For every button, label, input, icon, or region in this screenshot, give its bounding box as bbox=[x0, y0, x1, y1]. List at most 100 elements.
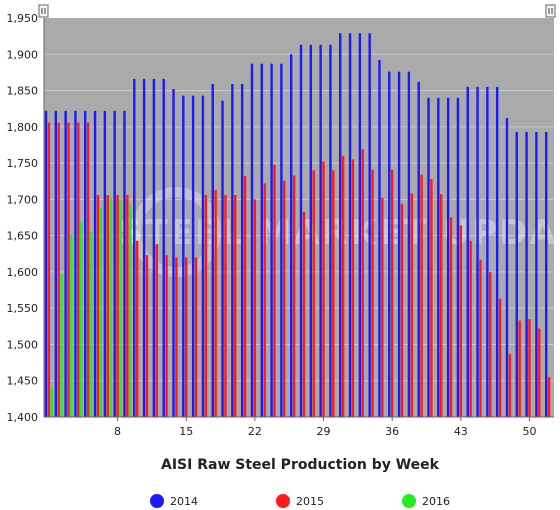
bar-2014-week-4 bbox=[74, 110, 77, 417]
plot-area bbox=[44, 18, 554, 417]
bar-2015-week-27 bbox=[302, 211, 306, 417]
bar-2014-week-35 bbox=[378, 60, 381, 418]
range-handle-right[interactable] bbox=[545, 4, 556, 18]
x-tick-label: 36 bbox=[385, 425, 399, 438]
bar-2016-week-9 bbox=[129, 204, 132, 417]
bar-2016-week-1 bbox=[50, 387, 54, 417]
range-handle-left[interactable] bbox=[38, 4, 49, 18]
bar-2015-week-2 bbox=[57, 122, 60, 417]
bar-2014-week-37 bbox=[397, 71, 401, 417]
bar-2015-week-16 bbox=[194, 257, 198, 417]
bar-2014-week-1 bbox=[44, 110, 48, 417]
y-tick-label: 1,900 bbox=[7, 48, 39, 61]
bar-2015-week-10 bbox=[135, 240, 139, 417]
bar-2015-week-11 bbox=[145, 255, 149, 417]
bar-2015-week-13 bbox=[165, 255, 168, 417]
bar-2015-week-49 bbox=[518, 320, 521, 417]
bar-2016-week-5 bbox=[89, 231, 93, 417]
y-tick-label: 1,950 bbox=[7, 12, 39, 25]
x-tick-label: 50 bbox=[522, 425, 536, 438]
bar-2014-week-21 bbox=[240, 84, 244, 418]
y-tick-label: 1,600 bbox=[7, 266, 39, 279]
bar-2015-week-43 bbox=[459, 225, 463, 417]
bar-2015-week-36 bbox=[390, 169, 394, 417]
bar-2015-week-42 bbox=[449, 217, 453, 417]
bar-2015-week-12 bbox=[155, 244, 158, 417]
y-tick-label: 1,700 bbox=[7, 193, 39, 206]
legend-swatch-2014[interactable] bbox=[150, 494, 164, 508]
bar-2015-week-15 bbox=[185, 257, 188, 417]
bar-2015-week-8 bbox=[116, 195, 119, 417]
bar-2015-week-47 bbox=[498, 298, 502, 417]
y-tick-label: 1,800 bbox=[7, 121, 39, 134]
x-tick-label: 29 bbox=[317, 425, 331, 438]
bar-2014-week-25 bbox=[280, 63, 283, 417]
legend-swatch-2015[interactable] bbox=[276, 494, 290, 508]
bar-2015-week-51 bbox=[538, 328, 541, 417]
x-tick-label: 8 bbox=[114, 425, 121, 438]
bar-2014-week-45 bbox=[476, 86, 479, 417]
bar-2014-week-22 bbox=[250, 63, 254, 417]
bar-2015-week-18 bbox=[214, 189, 217, 417]
bar-2014-week-18 bbox=[211, 84, 214, 418]
bar-2014-week-11 bbox=[142, 78, 146, 418]
bar-2016-week-6 bbox=[99, 207, 103, 417]
bar-2015-week-45 bbox=[479, 259, 482, 417]
bar-2014-week-47 bbox=[495, 86, 499, 417]
y-tick-label: 1,850 bbox=[7, 85, 39, 98]
bar-2014-week-38 bbox=[407, 71, 411, 417]
bar-2014-week-48 bbox=[505, 118, 509, 417]
bar-2015-week-35 bbox=[381, 197, 384, 417]
bar-2014-week-2 bbox=[54, 110, 58, 417]
bar-2014-week-50 bbox=[525, 131, 528, 417]
bar-2014-week-36 bbox=[388, 71, 391, 417]
bar-2015-week-29 bbox=[322, 161, 325, 417]
bar-2014-week-8 bbox=[113, 110, 116, 417]
bar-2015-week-17 bbox=[204, 195, 208, 417]
axes: 1,400 1,450 1,500 1,550 1,600 1,650 1,700 1,750… bbox=[7, 12, 554, 438]
bar-2016-week-8 bbox=[119, 199, 122, 417]
bar-2015-week-39 bbox=[420, 174, 423, 417]
bar-2015-week-21 bbox=[243, 176, 247, 417]
bar-2015-week-41 bbox=[440, 194, 443, 417]
bar-2014-week-33 bbox=[358, 33, 362, 417]
bar-2014-week-19 bbox=[221, 100, 224, 418]
bar-2015-week-52 bbox=[547, 377, 551, 417]
bar-2014-week-51 bbox=[535, 131, 538, 417]
bar-2014-week-23 bbox=[260, 63, 263, 417]
bar-2014-week-31 bbox=[339, 33, 342, 417]
bar-2014-week-13 bbox=[162, 78, 165, 418]
y-tick-label: 1,450 bbox=[7, 375, 39, 388]
bar-2014-week-28 bbox=[309, 44, 313, 417]
bar-2015-week-34 bbox=[371, 169, 374, 417]
legend-swatch-2016[interactable] bbox=[402, 494, 416, 508]
legend-label-2015[interactable]: 2015 bbox=[296, 495, 324, 508]
legend: 2014 2015 2016 bbox=[150, 494, 450, 508]
bar-2015-week-3 bbox=[67, 122, 70, 417]
bar-2015-week-38 bbox=[410, 193, 413, 417]
bar-2014-week-10 bbox=[133, 78, 136, 418]
bar-2015-week-33 bbox=[361, 149, 364, 418]
bar-2014-week-6 bbox=[93, 110, 97, 417]
bar-2015-week-46 bbox=[489, 271, 492, 417]
bar-2014-week-41 bbox=[437, 97, 440, 418]
bar-2015-week-28 bbox=[312, 170, 315, 417]
bar-2015-week-32 bbox=[351, 159, 355, 418]
y-tick-label: 1,750 bbox=[7, 157, 39, 170]
bar-2014-week-32 bbox=[348, 33, 352, 417]
bar-2014-week-49 bbox=[515, 131, 518, 417]
bar-2014-week-12 bbox=[152, 78, 156, 418]
bar-2014-week-46 bbox=[486, 86, 489, 417]
bar-2014-week-42 bbox=[446, 97, 450, 418]
y-tick-label: 1,650 bbox=[7, 230, 39, 243]
bar-2015-week-44 bbox=[469, 240, 472, 417]
legend-label-2014[interactable]: 2014 bbox=[170, 495, 198, 508]
bars bbox=[44, 33, 551, 418]
bar-2015-week-7 bbox=[106, 195, 109, 417]
bar-2014-week-7 bbox=[103, 110, 107, 417]
bar-2015-week-23 bbox=[263, 183, 266, 417]
y-tick-label: 1,400 bbox=[7, 411, 39, 424]
bar-2014-week-14 bbox=[172, 89, 175, 417]
legend-label-2016[interactable]: 2016 bbox=[422, 495, 450, 508]
